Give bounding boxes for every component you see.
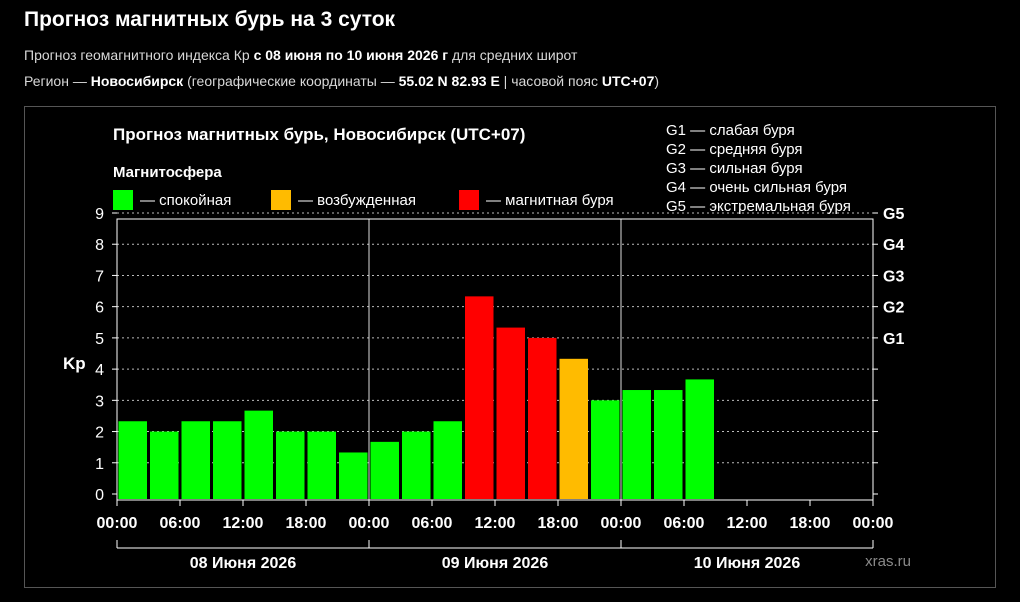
kp-bar xyxy=(591,400,620,499)
kp-bar xyxy=(496,327,525,499)
kp-bar xyxy=(150,431,179,499)
watermark: xras.ru xyxy=(865,553,911,570)
y-tick-label: 0 xyxy=(95,487,104,504)
x-tick-label: 18:00 xyxy=(286,515,327,532)
g-scale-item: G1 — слабая буря xyxy=(666,122,795,139)
day-label: 09 Июня 2026 xyxy=(442,555,549,572)
y-tick-label: 8 xyxy=(95,237,104,254)
chart-title: Прогноз магнитных бурь, Новосибирск (UTC… xyxy=(113,125,525,144)
kp-bar xyxy=(528,337,557,499)
chart-panel: Прогноз магнитных бурь, Новосибирск (UTC… xyxy=(24,106,996,588)
y-tick-label: 9 xyxy=(95,206,104,223)
legend-label: — возбужденная xyxy=(298,192,416,209)
y-tick-label: 4 xyxy=(95,362,104,379)
timezone-text: | часовой пояс xyxy=(499,73,602,89)
legend-swatch xyxy=(113,190,133,210)
kp-bar xyxy=(465,296,494,499)
legend-label: — магнитная буря xyxy=(486,192,614,209)
coords-value: 55.02 N 82.93 E xyxy=(398,73,500,89)
legend-title: Магнитосфера xyxy=(113,164,222,181)
g-scale-item: G4 — очень сильная буря xyxy=(666,179,847,196)
y-tick-label: 7 xyxy=(95,268,104,285)
kp-bar xyxy=(118,421,147,499)
kp-bar xyxy=(244,410,273,499)
y-tick-label: 2 xyxy=(95,425,104,442)
region-name: Новосибирск xyxy=(90,73,184,89)
x-tick-label: 12:00 xyxy=(223,515,264,532)
g-scale-item: G5 — экстремальная буря xyxy=(666,198,851,215)
kp-bar xyxy=(276,431,305,499)
x-tick-label: 00:00 xyxy=(349,515,390,532)
x-tick-label: 18:00 xyxy=(538,515,579,532)
kp-bar xyxy=(433,421,462,499)
y-tick-label: 5 xyxy=(95,331,104,348)
date-range: с 08 июня по 10 июня 2026 г xyxy=(253,47,449,63)
kp-bar xyxy=(370,441,399,499)
x-tick-label: 12:00 xyxy=(727,515,768,532)
x-tick-label: 00:00 xyxy=(97,515,138,532)
day-label: 10 Июня 2026 xyxy=(694,555,801,572)
kp-forecast-chart: Прогноз магнитных бурь, Новосибирск (UTC… xyxy=(63,122,911,572)
g-level-label: G3 xyxy=(883,268,904,285)
g-level-label: G1 xyxy=(883,331,904,348)
kp-bar xyxy=(402,431,431,499)
kp-bar xyxy=(559,358,588,499)
forecast-subtitle: Прогноз геомагнитного индекса Кр с 08 ию… xyxy=(24,47,577,63)
y-tick-label: 3 xyxy=(95,393,104,410)
x-tick-label: 06:00 xyxy=(412,515,453,532)
legend-swatch xyxy=(459,190,479,210)
day-label: 08 Июня 2026 xyxy=(190,555,297,572)
x-tick-label: 00:00 xyxy=(853,515,894,532)
kp-bar xyxy=(181,421,210,499)
legend-label: — спокойная xyxy=(140,192,231,209)
page-title: Прогноз магнитных бурь на 3 суток xyxy=(24,8,396,31)
g-level-label: G5 xyxy=(883,206,904,223)
y-tick-label: 6 xyxy=(95,300,104,317)
x-tick-label: 06:00 xyxy=(160,515,201,532)
region-prefix: Регион — xyxy=(24,73,91,89)
legend-swatch xyxy=(271,190,291,210)
y-axis-label: Kp xyxy=(63,354,86,373)
timezone-value: UTC+07 xyxy=(601,73,655,89)
subtitle-prefix: Прогноз геомагнитного индекса Кр xyxy=(24,47,254,63)
x-tick-label: 00:00 xyxy=(601,515,642,532)
x-tick-label: 06:00 xyxy=(664,515,705,532)
region-info: Регион — Новосибирск (географические коо… xyxy=(24,73,659,89)
kp-bar xyxy=(685,379,714,499)
x-tick-label: 12:00 xyxy=(475,515,516,532)
g-scale-item: G2 — средняя буря xyxy=(666,141,803,158)
kp-bar xyxy=(339,452,368,499)
x-tick-label: 18:00 xyxy=(790,515,831,532)
subtitle-suffix: для средних широт xyxy=(448,47,578,63)
g-level-label: G2 xyxy=(883,300,904,317)
kp-bar xyxy=(213,421,242,499)
kp-bar xyxy=(654,390,683,499)
kp-bar xyxy=(622,390,651,499)
coords-text: (географические координаты — xyxy=(183,73,399,89)
region-end: ) xyxy=(654,73,660,89)
kp-bar xyxy=(307,431,336,499)
y-tick-label: 1 xyxy=(95,456,104,473)
g-level-label: G4 xyxy=(883,237,904,254)
g-scale-item: G3 — сильная буря xyxy=(666,160,803,177)
